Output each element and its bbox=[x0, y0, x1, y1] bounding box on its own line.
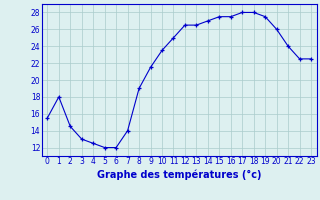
X-axis label: Graphe des températures (°c): Graphe des températures (°c) bbox=[97, 169, 261, 180]
